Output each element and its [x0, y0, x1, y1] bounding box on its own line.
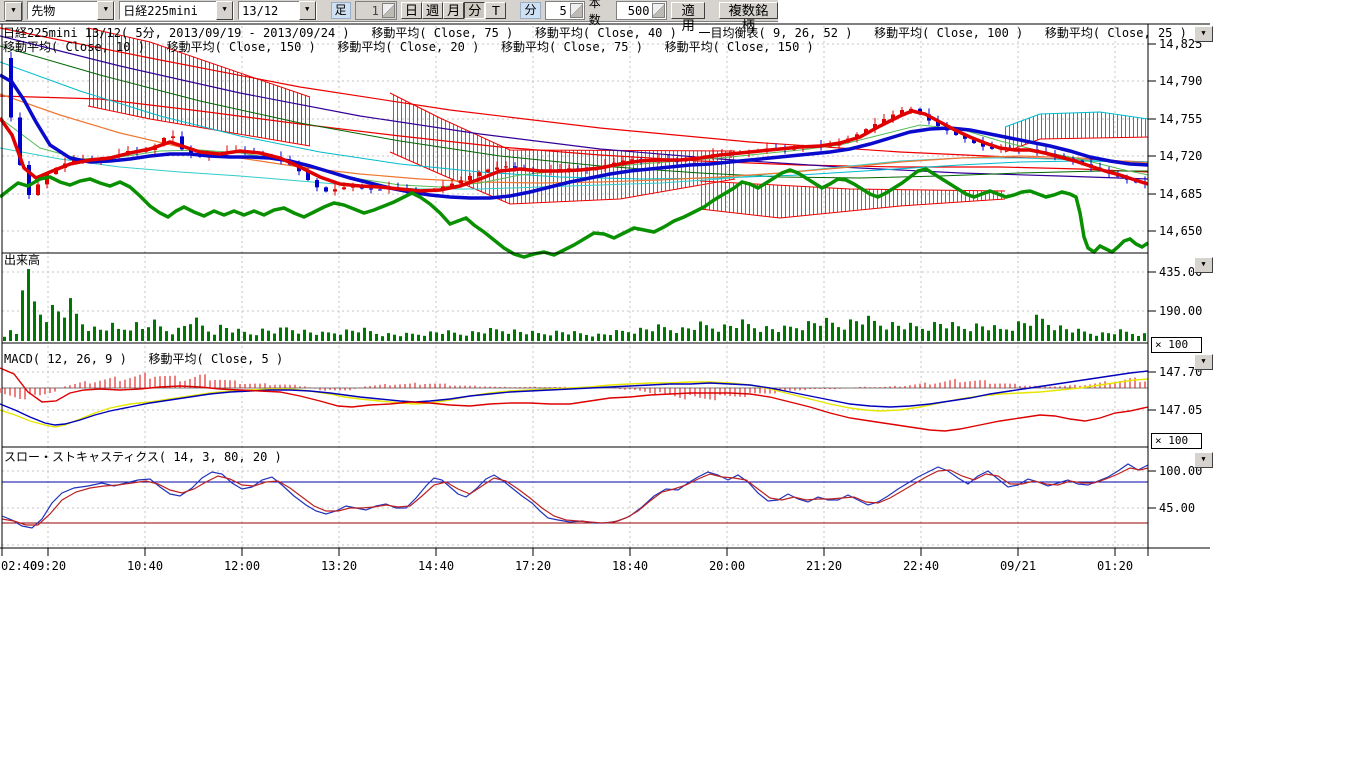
macd-panel-label: MACD( 12, 26, 9 ) 移動平均( Close, 5 ) — [4, 353, 283, 366]
axis-time-label: 13:20 — [321, 559, 357, 573]
ichimoku-cloud — [700, 181, 1005, 218]
axis-price-label: 190.00 — [1159, 304, 1202, 318]
axis-time-label: 09/21 — [1000, 559, 1036, 573]
axis-price-label: 14,720 — [1159, 149, 1202, 163]
axis-time-label: 21:20 — [806, 559, 842, 573]
chart-title-line2: 移動平均( Close, 10 ) 移動平均( Close, 150 ) 移動平… — [3, 41, 814, 54]
axis-time-label: 18:40 — [612, 559, 648, 573]
series-stoch-k — [2, 464, 1148, 528]
series-stoch-d — [2, 468, 1148, 525]
ichimoku-cloud — [1005, 112, 1148, 152]
axis-time-label: 14:40 — [418, 559, 454, 573]
stochastics-panel-label: スロー・ストキャスティクス( 14, 3, 80, 20 ) — [4, 451, 282, 464]
volume-bars — [3, 269, 1146, 341]
trading-app-window: ▼ 先物 ▼ 日経225mini ▼ 13/12 ▼ 足 1 日 週 月 分 T… — [0, 0, 1366, 768]
axis-time-label: 01:20 — [1097, 559, 1133, 573]
axis-time-label: 09:20 — [30, 559, 66, 573]
volume-panel-label: 出来高 — [4, 254, 40, 267]
axis-time-label: 10:40 — [127, 559, 163, 573]
scale-multiplier-badge: × 100 — [1151, 433, 1202, 449]
axis-time-label: 12:00 — [224, 559, 260, 573]
axis-time-label: 22:40 — [903, 559, 939, 573]
volume-scale-dropdown-button[interactable]: ▼ — [1194, 257, 1213, 273]
axis-price-label: 14,685 — [1159, 187, 1202, 201]
stoch-scale-dropdown-button[interactable]: ▼ — [1194, 452, 1213, 468]
scale-multiplier-badge: × 100 — [1151, 337, 1202, 353]
axis-price-label: 45.00 — [1159, 501, 1195, 515]
axis-price-label: 14,650 — [1159, 224, 1202, 238]
axis-price-label: 14,790 — [1159, 74, 1202, 88]
chart-title-line1: 日経225mini 13/12( 5分, 2013/09/19 - 2013/0… — [3, 27, 1187, 40]
chart-canvas[interactable]: 14,82514,79014,75514,72014,68514,650435.… — [0, 0, 1212, 590]
axis-price-label: 147.05 — [1159, 403, 1202, 417]
axis-time-label: 17:20 — [515, 559, 551, 573]
price-scale-dropdown-button[interactable]: ▼ — [1194, 26, 1213, 42]
macd-scale-dropdown-button[interactable]: ▼ — [1194, 354, 1213, 370]
axis-time-label: 20:00 — [709, 559, 745, 573]
axis-price-label: 14,755 — [1159, 112, 1202, 126]
